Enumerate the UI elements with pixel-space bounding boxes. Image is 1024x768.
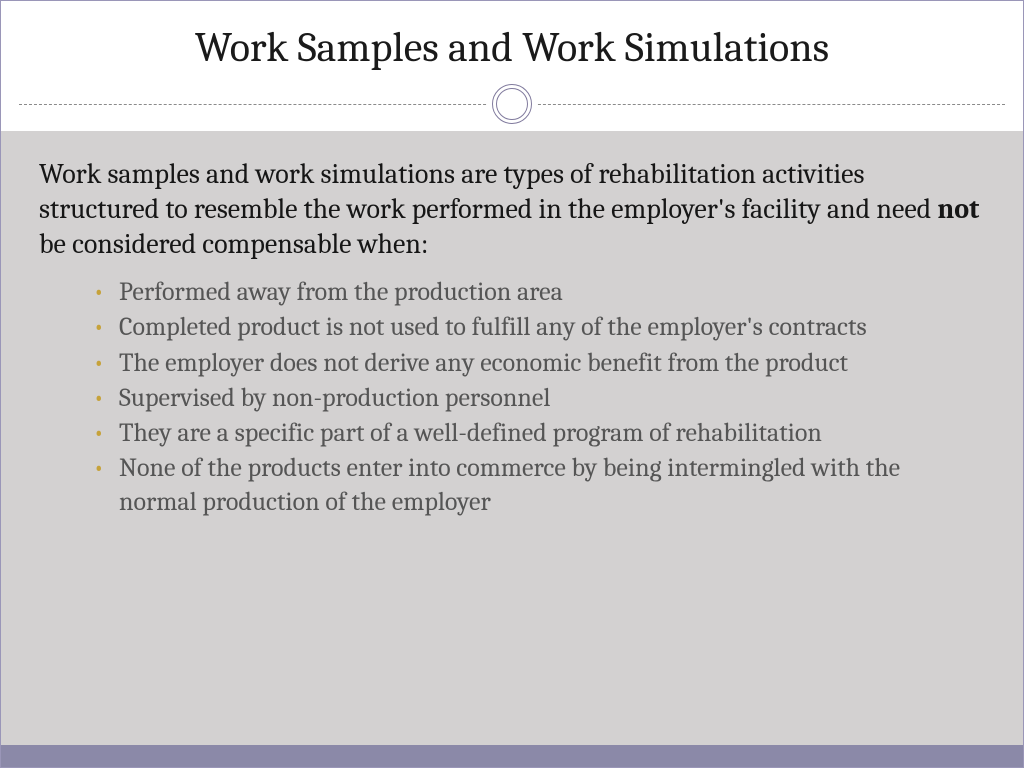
footer-accent-bar bbox=[1, 745, 1023, 767]
list-item: Supervised by non-production personnel bbox=[93, 382, 977, 415]
intro-paragraph: Work samples and work simulations are ty… bbox=[1, 131, 1023, 276]
divider-ornament bbox=[488, 80, 536, 128]
ring-outer-icon bbox=[492, 84, 532, 124]
intro-text-post: be considered compensable when: bbox=[39, 228, 428, 260]
title-divider bbox=[1, 90, 1023, 120]
intro-text-bold: not bbox=[937, 193, 979, 225]
intro-text-pre: Work samples and work simulations are ty… bbox=[39, 158, 937, 225]
list-item: Performed away from the production area bbox=[93, 276, 977, 309]
list-item: The employer does not derive any economi… bbox=[93, 347, 977, 380]
list-item: Completed product is not used to fulfill… bbox=[93, 311, 977, 344]
slide-body: Work samples and work simulations are ty… bbox=[1, 131, 1023, 767]
slide: Work Samples and Work Simulations Work s… bbox=[0, 0, 1024, 768]
list-item: None of the products enter into commerce… bbox=[93, 452, 977, 519]
bullet-list: Performed away from the production area … bbox=[1, 276, 1023, 519]
slide-header: Work Samples and Work Simulations bbox=[1, 1, 1023, 90]
list-item: They are a specific part of a well-defin… bbox=[93, 417, 977, 450]
slide-title: Work Samples and Work Simulations bbox=[1, 23, 1023, 72]
ring-inner-icon bbox=[496, 88, 528, 120]
